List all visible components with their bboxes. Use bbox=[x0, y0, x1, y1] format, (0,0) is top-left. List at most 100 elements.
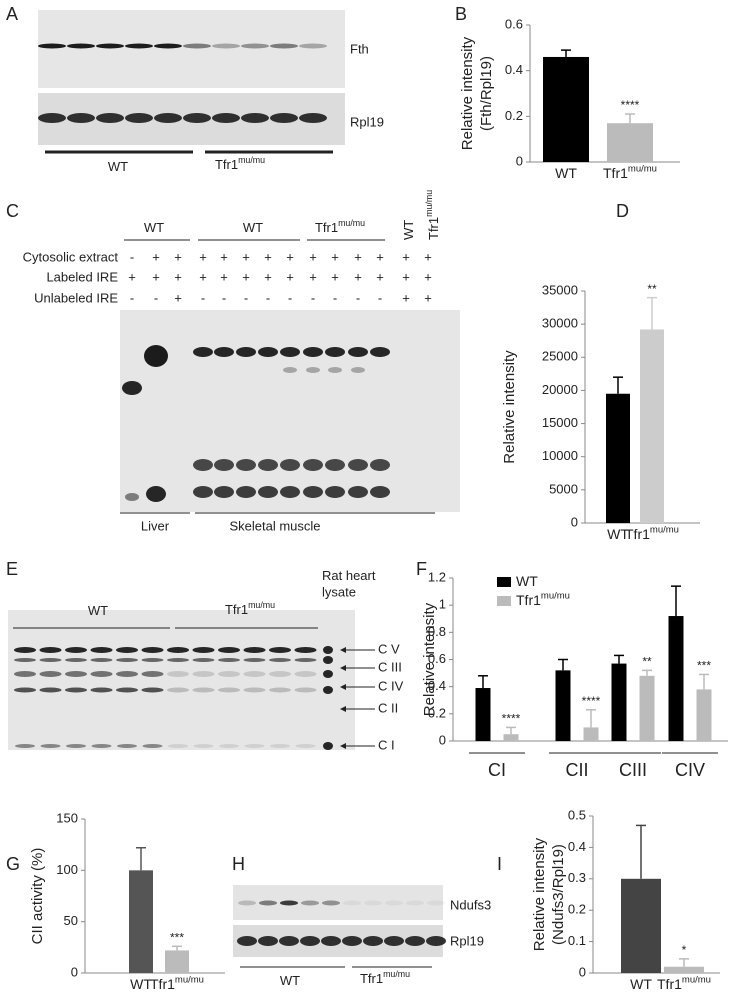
blot-band bbox=[321, 936, 341, 946]
x-tick-label: Tfr1mu/mu bbox=[150, 974, 204, 992]
blot-band bbox=[183, 43, 211, 49]
blot-band bbox=[192, 687, 215, 693]
blot-band bbox=[192, 658, 215, 662]
sign: + bbox=[354, 249, 362, 264]
arrow-head bbox=[340, 706, 346, 712]
significance: **** bbox=[582, 694, 601, 708]
x-tick-label: CII bbox=[565, 760, 588, 780]
blot-band bbox=[283, 367, 297, 373]
x-tick-label: WT bbox=[607, 526, 629, 542]
bar bbox=[668, 616, 684, 741]
blot-band bbox=[322, 900, 340, 906]
bar bbox=[165, 950, 189, 973]
x-tick-label: CIV bbox=[675, 760, 705, 780]
blot-band bbox=[14, 658, 36, 662]
blot-band bbox=[426, 936, 446, 946]
complex-label: C IV bbox=[378, 678, 404, 693]
sign: + bbox=[242, 249, 250, 264]
error-bar bbox=[647, 296, 657, 330]
blot-band bbox=[294, 687, 317, 693]
arrow-head bbox=[340, 684, 346, 690]
blot-image bbox=[120, 310, 460, 512]
bar bbox=[621, 878, 661, 973]
x-tick-label-superscript: mu/mu bbox=[650, 524, 679, 535]
group-label: Tfr1mu/mu bbox=[360, 969, 410, 986]
x-tick-label: CI bbox=[488, 760, 506, 780]
blot-band bbox=[14, 647, 36, 653]
blot-band bbox=[325, 486, 345, 498]
bar bbox=[583, 727, 599, 741]
blot-band bbox=[141, 658, 164, 662]
y-tick-label: 150 bbox=[56, 810, 78, 825]
blot-band bbox=[323, 686, 333, 694]
group-label: Tfr1 bbox=[225, 602, 248, 617]
blot-band bbox=[300, 936, 320, 946]
group-label: WT bbox=[401, 220, 416, 240]
blot-band bbox=[427, 900, 445, 906]
y-tick-label: 0.8 bbox=[428, 624, 446, 639]
blot-band bbox=[65, 671, 87, 677]
y-tick-label: 0.4 bbox=[428, 678, 446, 693]
group-label: Tfr1 bbox=[360, 971, 383, 986]
blot-band bbox=[90, 687, 113, 693]
error-bar bbox=[671, 585, 681, 617]
blot-band bbox=[258, 347, 278, 357]
sign: - bbox=[288, 290, 292, 305]
blot-band bbox=[15, 744, 35, 748]
blot-band bbox=[236, 459, 256, 471]
sign: - bbox=[130, 249, 134, 264]
blot-band bbox=[303, 459, 323, 471]
sign: + bbox=[264, 249, 272, 264]
blot-band bbox=[39, 658, 62, 662]
blot-band bbox=[280, 900, 298, 906]
blot-band bbox=[141, 687, 164, 693]
error-bar bbox=[586, 709, 596, 728]
y-tick-label: 0.2 bbox=[428, 705, 446, 720]
y-axis-title: (Ndufs3/Rpl19) bbox=[550, 844, 567, 945]
arrow-head bbox=[340, 743, 346, 749]
blot-band bbox=[328, 367, 342, 373]
blot-band bbox=[301, 900, 319, 906]
sign: + bbox=[128, 269, 136, 284]
error-bar bbox=[636, 824, 646, 879]
bar bbox=[696, 689, 712, 741]
blot-band bbox=[117, 744, 137, 748]
arrow-head bbox=[340, 647, 346, 653]
group-label: WT bbox=[108, 159, 128, 174]
sign: - bbox=[201, 290, 205, 305]
blot-band bbox=[270, 744, 290, 748]
sign: - bbox=[311, 290, 315, 305]
blot-band bbox=[167, 687, 189, 693]
y-tick-label: 0.2 bbox=[505, 108, 523, 123]
blot-band bbox=[238, 900, 256, 906]
y-tick-label: 0.2 bbox=[568, 902, 586, 917]
blot-band bbox=[236, 347, 256, 357]
sign: + bbox=[424, 249, 432, 264]
sign: + bbox=[264, 269, 272, 284]
group-label: WT bbox=[243, 220, 263, 235]
significance: *** bbox=[697, 659, 711, 673]
y-tick-label: 20000 bbox=[542, 382, 578, 397]
x-tick-label: CI bbox=[488, 760, 506, 780]
blot-band bbox=[14, 671, 36, 677]
blot-band bbox=[90, 647, 113, 653]
blot-band bbox=[212, 113, 240, 123]
sign: + bbox=[174, 249, 182, 264]
blot-band bbox=[38, 43, 66, 49]
sign: - bbox=[356, 290, 360, 305]
blot-band bbox=[14, 687, 36, 693]
y-tick-label: 0.5 bbox=[568, 807, 586, 822]
y-tick-label: 5000 bbox=[549, 481, 578, 496]
blot-band bbox=[65, 658, 87, 662]
group-label: WT bbox=[280, 973, 300, 988]
y-tick-label: 30000 bbox=[542, 316, 578, 331]
sign: + bbox=[402, 290, 410, 305]
y-tick-label: 0.6 bbox=[505, 16, 523, 31]
blot-band bbox=[280, 486, 300, 498]
group-label: Rat heart lysate bbox=[322, 568, 376, 599]
blot-band bbox=[193, 347, 213, 357]
band-label: Rpl19 bbox=[350, 114, 384, 129]
sign: + bbox=[424, 269, 432, 284]
panel-label: I bbox=[497, 854, 502, 874]
